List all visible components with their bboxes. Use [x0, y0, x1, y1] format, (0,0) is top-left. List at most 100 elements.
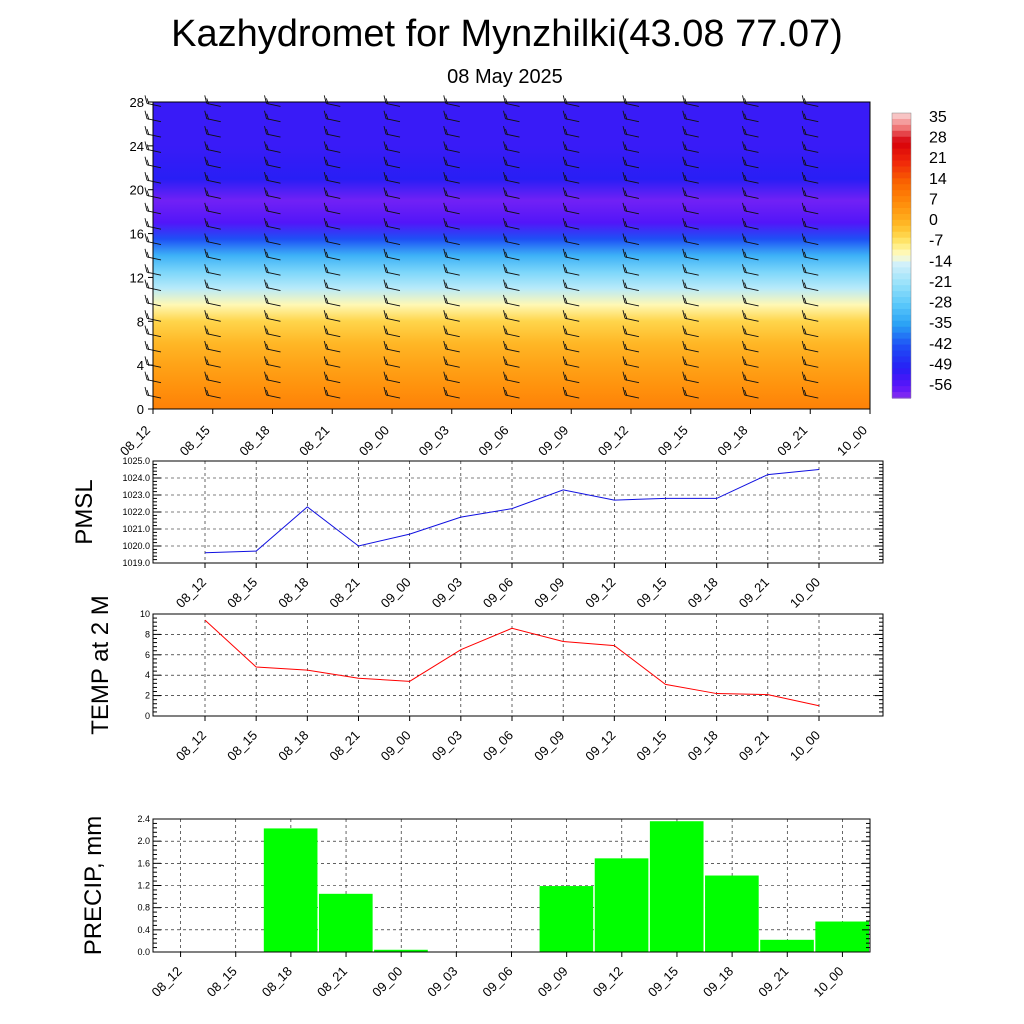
wind-barb: [503, 294, 520, 307]
temperature-colorbar: 35 28 21 14 7 0 -7 -14 -21 -28 -35 -42 -49 -56: [891, 109, 952, 399]
wind-barb: [443, 371, 460, 384]
x-tick-label: 09_09: [535, 423, 571, 459]
wind-barb: [801, 325, 819, 338]
y-tick-label: 16: [130, 227, 144, 242]
wind-barb: [801, 279, 819, 292]
x-tick-label: 09_00: [378, 728, 414, 764]
precip-bar: [318, 893, 373, 952]
wind-barb: [682, 279, 699, 292]
wind-barb: [144, 248, 162, 261]
y-tick-label: 0: [137, 402, 144, 417]
x-tick-label: 09_15: [645, 964, 681, 1000]
wind-barb: [801, 156, 819, 169]
wind-barb: [144, 371, 162, 384]
wind-barb: [204, 386, 221, 399]
wind-barb: [562, 340, 580, 353]
precip-bar: [705, 875, 759, 952]
colorbar-swatch: [892, 213, 911, 221]
wind-barb: [503, 279, 520, 292]
colorbar-swatch: [892, 160, 911, 168]
wind-barb: [323, 202, 341, 215]
x-tick-label: 08_12: [117, 423, 153, 459]
colorbar-frame: [891, 112, 912, 399]
wind-barb: [204, 340, 221, 353]
wind-barb: [503, 172, 520, 184]
x-tick-label: 08_18: [259, 964, 295, 1000]
wind-barb: [562, 110, 580, 123]
wind-barbs: [144, 95, 819, 399]
wind-barb: [323, 156, 341, 169]
x-tick-label: 09_15: [633, 728, 669, 764]
wind-barb: [622, 218, 640, 230]
x-tick-label: 08_21: [296, 423, 332, 459]
wind-barb: [144, 279, 162, 292]
x-tick-label: 09_12: [582, 575, 618, 611]
colorbar-swatch: [892, 386, 911, 393]
wind-barb: [801, 294, 819, 307]
y-tick-label: 1025.0: [122, 456, 150, 466]
colorbar-swatch: [892, 231, 911, 239]
x-tick-label: 10_00: [834, 423, 870, 459]
colorbar-swatch: [892, 208, 911, 215]
wind-barb: [323, 264, 341, 276]
wind-barb: [144, 141, 162, 153]
colorbar-label: 35: [929, 109, 947, 126]
colorbar-swatch: [892, 326, 911, 334]
wind-barb: [323, 371, 341, 384]
colorbar-label: 0: [929, 212, 938, 229]
precip-bar: [649, 821, 704, 952]
colorbar-label: -7: [929, 233, 943, 250]
colorbar-swatch: [892, 148, 911, 156]
wind-barb: [204, 264, 221, 276]
wind-barb: [383, 264, 401, 276]
x-tick-label: 09_15: [655, 423, 691, 459]
y-tick-label: 8: [137, 314, 144, 329]
wind-barb: [742, 110, 759, 123]
wind-barb: [801, 187, 819, 199]
grid-lines: [153, 818, 870, 953]
wind-barb: [682, 110, 699, 123]
wind-barb: [622, 248, 640, 261]
x-tick-label: 09_03: [429, 575, 465, 611]
wind-barb: [622, 172, 640, 184]
wind-barb: [443, 294, 460, 307]
pmsl-line-chart: 1019.0 1020.0 1021.0 1022.0 1023.0 1024.0 1025…: [71, 456, 884, 611]
wind-barb: [562, 279, 580, 292]
x-tick-label: 09_15: [633, 575, 669, 611]
y-tick-label: 6: [145, 650, 150, 660]
x-tick-label: 09_00: [356, 423, 392, 459]
wind-barb: [264, 325, 281, 338]
wind-barb: [562, 187, 580, 199]
y-tick-label: 1019.0: [122, 558, 150, 568]
wind-barb: [383, 172, 401, 184]
colorbar-swatch: [892, 368, 911, 375]
wind-barb: [264, 279, 281, 292]
y-tick-label: 20: [130, 183, 144, 198]
x-tick-label: 10_00: [787, 575, 823, 611]
wind-barb: [742, 294, 759, 307]
y-tick-label: 1023.0: [122, 490, 150, 500]
wind-barb: [622, 141, 640, 153]
wind-barb: [323, 187, 341, 199]
wind-barb: [801, 386, 819, 399]
x-tick-label: 09_12: [595, 423, 631, 459]
wind-barb: [264, 156, 281, 169]
plot-frame: [152, 613, 884, 717]
wind-barb: [144, 340, 162, 353]
wind-barb: [204, 310, 221, 322]
wind-barb: [264, 110, 281, 123]
wind-barb: [443, 325, 460, 338]
x-tick-label: 09_00: [369, 964, 405, 1000]
wind-barb: [742, 310, 759, 322]
wind-barb: [742, 248, 759, 261]
wind-barb: [622, 279, 640, 292]
wind-barb: [443, 233, 460, 245]
y-tick-label: 1022.0: [122, 507, 150, 517]
wind-barb: [742, 356, 759, 368]
wind-barb: [323, 356, 341, 368]
temp-series-line: [204, 619, 820, 707]
wind-barb: [801, 356, 819, 368]
wind-barb: [622, 187, 640, 199]
colorbar-swatch: [892, 178, 911, 185]
wind-barb: [682, 172, 699, 184]
